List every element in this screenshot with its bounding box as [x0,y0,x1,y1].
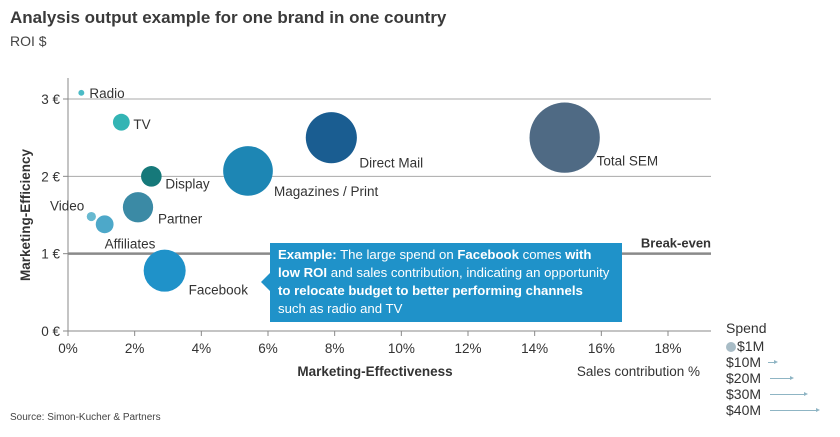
x-tick-label: 18% [654,341,681,356]
callout-bold-3: to relocate budget to better performing … [278,283,583,298]
bubble-facebook [143,249,186,292]
x-tick-label: 8% [325,341,345,356]
legend-item-10m: $10M [726,354,778,370]
x-tick-label: 10% [388,341,415,356]
legend-item-20m: $20M [726,370,794,386]
x-tick-label: 12% [454,341,481,356]
callout-text-1: The large spend on [336,247,458,262]
bubble-display [141,166,162,187]
y-axis-title: Marketing-Efficiency [18,148,33,281]
chart-subtitle: ROI $ [10,33,47,49]
legend-label: $20M [726,370,762,386]
legend-item-40m: $40M [726,402,820,418]
x-tick-label: 0% [58,341,78,356]
legend-arrow-icon [768,360,778,364]
bubble-video [86,211,96,222]
bubble-label-radio: Radio [89,86,124,101]
bubble-label-facebook: Facebook [189,283,249,298]
legend-label: $1M [737,338,765,354]
callout-bold-2: with low ROI [278,247,592,280]
bubble-label-partner: Partner [158,211,203,226]
legend-item-1m: $1M [726,338,766,354]
y-tick-label: 3 € [41,92,60,107]
bubble-partner [122,192,154,223]
bubble-tv [112,113,130,131]
example-callout: Example: The large spend on Facebook com… [261,243,622,322]
spend-legend: Spend $1M $10M $20M $30M $40M [726,320,820,418]
y-tick-label: 2 € [41,169,60,184]
legend-item-30m: $30M [726,386,808,402]
x-tick-label: 4% [192,341,212,356]
bubble-radio [78,89,85,96]
x-tick-label: 6% [258,341,278,356]
legend-arrow-icon [770,408,820,412]
bubble-label-tv: TV [133,117,150,132]
bubble-label-affiliates: Affiliates [105,236,156,251]
legend-arrow-icon [770,392,808,396]
x-axis-subtitle: Sales contribution % [577,364,700,379]
bubble-label-total-sem: Total SEM [597,154,659,169]
x-tick-label: 2% [125,341,145,356]
callout-text-2: comes [518,247,566,262]
callout-pointer [261,273,270,291]
break-even-label: Break-even [641,236,711,251]
callout-lead: Example: [278,247,337,262]
bubble-direct-mail [305,112,357,164]
bubble-magazines-print [223,146,273,196]
legend-arrow-icon [770,376,794,380]
callout-text-3: and sales contribution, indicating an op… [327,265,610,280]
bubble-affiliates [95,215,114,234]
legend-dot-icon [726,342,736,352]
y-tick-label: 1 € [41,247,60,262]
callout-bold-1: Facebook [457,247,519,262]
callout-text-4: such as radio and TV [278,301,403,316]
bubble-total-sem [529,102,600,173]
y-tick-label: 0 € [41,324,60,339]
bubble-label-display: Display [165,176,210,191]
legend-label: $10M [726,354,762,370]
x-tick-label: 16% [588,341,615,356]
bubble-label-video: Video [50,199,84,214]
legend-label: $40M [726,402,762,418]
bubble-label-direct-mail: Direct Mail [359,156,423,171]
chart-title: Analysis output example for one brand in… [10,8,447,27]
x-axis-title: Marketing-Effectiveness [297,364,452,379]
legend-title: Spend [726,320,767,336]
legend-label: $30M [726,386,762,402]
x-tick-label: 14% [521,341,548,356]
source-note: Source: Simon-Kucher & Partners [10,412,161,423]
bubble-label-magazines-print: Magazines / Print [274,184,379,199]
